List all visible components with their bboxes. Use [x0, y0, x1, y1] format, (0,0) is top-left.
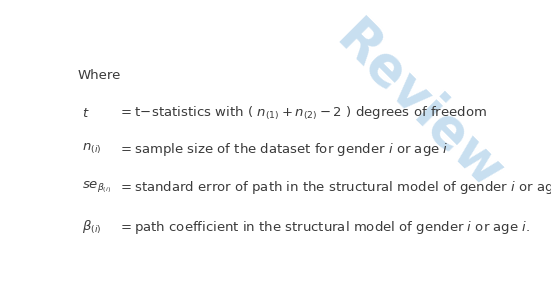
- Text: $se_{\beta_{(i)}}$: $se_{\beta_{(i)}}$: [82, 179, 111, 195]
- Text: $n_{(i)}$: $n_{(i)}$: [82, 142, 101, 156]
- Text: $= \mathrm{t\!-\!statistics\ with\ (}\ n_{(1)} + n_{(2)} - 2\ \mathrm{)\ degrees: $= \mathrm{t\!-\!statistics\ with\ (}\ n…: [118, 105, 487, 122]
- Text: $\mathrm{= path\ coefficient\ in\ the\ structural\ model\ of\ gender\ }i\mathrm{: $\mathrm{= path\ coefficient\ in\ the\ s…: [118, 219, 530, 236]
- Text: $t$: $t$: [82, 107, 89, 120]
- Text: Review: Review: [325, 13, 513, 200]
- Text: $\mathrm{= standard\ error\ of\ path\ in\ the\ structural\ model\ of\ gender\ }i: $\mathrm{= standard\ error\ of\ path\ in…: [118, 179, 551, 196]
- Text: $\beta_{(i)}$: $\beta_{(i)}$: [82, 219, 101, 236]
- Text: $\mathrm{= sample\ size\ of\ the\ dataset\ for\ gender\ }i\mathrm{\ or\ age\ }i$: $\mathrm{= sample\ size\ of\ the\ datase…: [118, 141, 449, 158]
- Text: Where: Where: [77, 69, 121, 82]
